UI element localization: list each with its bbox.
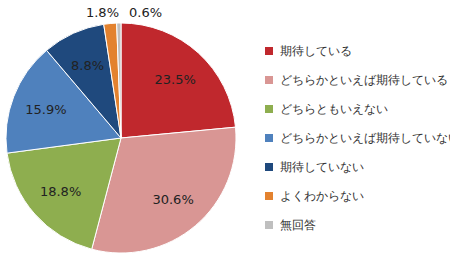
data-label: 30.6% [152,192,193,207]
data-label: 1.8% [86,5,119,20]
data-labels: 23.5% 30.6% 18.8% 15.9% 8.8% 1.8% 0.6% [25,5,196,207]
legend-label: どちらかといえば期待している [280,73,448,87]
legend-label: どちらともいえない [280,102,388,116]
pie-slice [104,23,121,138]
legend-swatch [265,134,273,142]
legend-swatch [265,221,273,229]
pie-slice [117,23,121,138]
legend-swatch [265,47,273,55]
legend-swatch [265,105,273,113]
pie [6,23,236,253]
data-label: 15.9% [25,102,66,117]
chart: 23.5% 30.6% 18.8% 15.9% 8.8% 1.8% 0.6% 期待しているどち… [0,0,450,263]
data-label: 18.8% [40,184,81,199]
legend: 期待しているどちらかといえば期待しているどちらともいえないどちらかといえば期待し… [265,44,450,232]
data-label: 0.6% [129,5,162,20]
pie-slice [121,23,235,138]
legend-label: 無回答 [280,218,316,232]
pie-slice [7,138,121,249]
legend-label: よくわからない [280,189,364,203]
legend-label: 期待している [280,44,352,58]
legend-label: 期待していない [280,160,364,174]
legend-swatch [265,192,273,200]
legend-swatch [265,163,273,171]
legend-swatch [265,76,273,84]
data-label: 8.8% [71,58,104,73]
data-label: 23.5% [155,72,196,87]
legend-label: どちらかといえば期待していない [280,131,450,145]
